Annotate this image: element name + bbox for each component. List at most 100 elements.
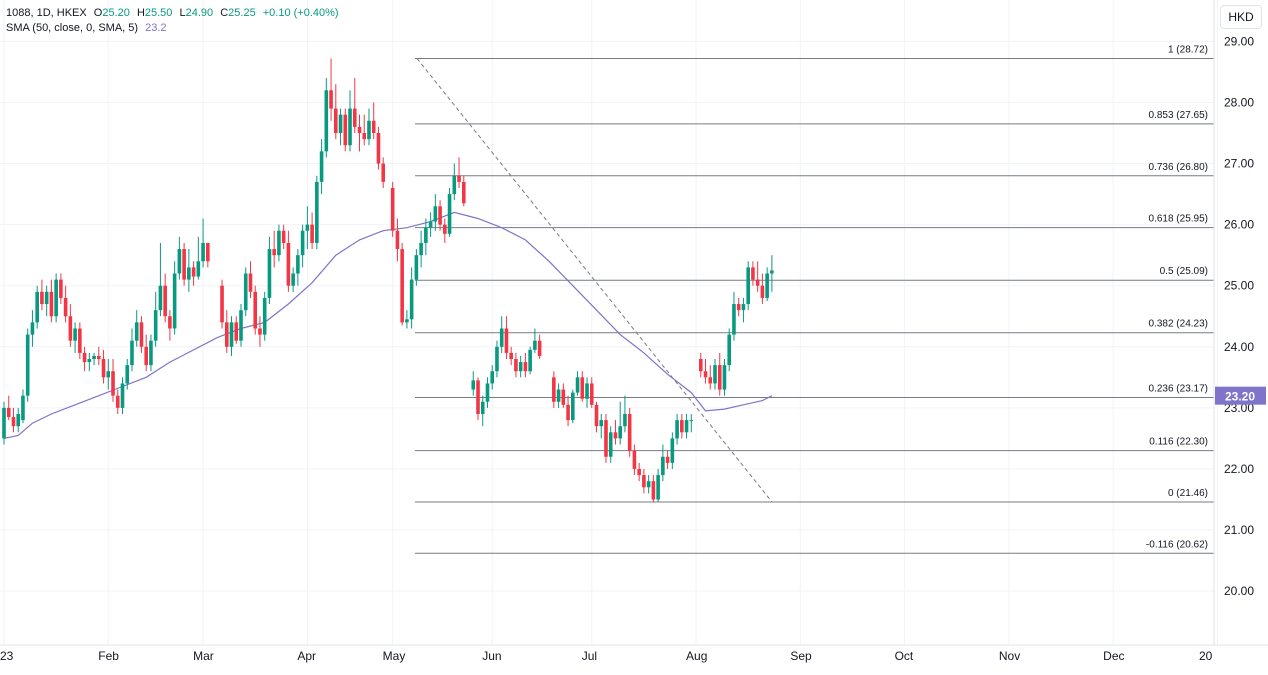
candle-body-up <box>2 407 6 439</box>
candle-body-down <box>334 108 338 134</box>
candle-body-up <box>243 273 248 311</box>
fib-level-label: -0.116 (20.62) <box>1146 539 1208 550</box>
candle-body-up <box>125 365 130 384</box>
candle-body-down <box>11 417 16 427</box>
candle-body-up <box>656 475 660 500</box>
candle-body-up <box>414 255 419 280</box>
candle-body-down <box>509 352 513 360</box>
time-tick-label: Jul <box>582 649 597 663</box>
price-tick-label: 26.00 <box>1224 218 1254 232</box>
candle-body-down <box>206 242 210 262</box>
candle-body-up <box>575 377 580 393</box>
last-price-badge <box>1215 386 1266 405</box>
fib-level-label: 0.853 (27.65) <box>1149 110 1209 121</box>
candle-body-down <box>390 187 395 231</box>
candle-body-down <box>594 404 599 427</box>
last-price-badge-group: 23.20 <box>1215 386 1266 405</box>
candle-body-down <box>514 359 518 372</box>
candle-body-up <box>54 279 58 317</box>
fib-level-label: 0 (21.46) <box>1168 488 1208 499</box>
fib-level-label: 1 (28.72) <box>1168 44 1208 55</box>
candle-body-up <box>608 432 613 457</box>
candle-body-up <box>87 359 92 363</box>
candle-body-up <box>348 108 352 146</box>
time-tick-label: Dec <box>1103 649 1124 663</box>
open-value: 25.20 <box>102 7 130 19</box>
candle-body-up <box>409 279 414 320</box>
candle-body-up <box>267 249 272 298</box>
price-tick-label: 29.00 <box>1224 34 1254 48</box>
candle-body-up <box>291 273 295 286</box>
price-tick-label: 24.00 <box>1224 340 1254 354</box>
candle-body-up <box>661 456 665 476</box>
candle-body-down <box>561 389 566 405</box>
price-tick-label: 21.00 <box>1224 523 1254 537</box>
candle-body-down <box>281 230 286 243</box>
low-value: 24.90 <box>185 7 214 19</box>
candle-body-down <box>537 340 542 356</box>
candle-body-down <box>760 285 765 298</box>
candle-body-down <box>523 362 528 372</box>
candle-body-up <box>319 151 324 182</box>
time-tick-label: Aug <box>686 649 707 663</box>
candle-body-up <box>73 328 77 341</box>
candle-body-down <box>78 328 82 353</box>
candle-body-up <box>120 383 125 408</box>
candle-body-down <box>381 163 385 182</box>
candle-body-down <box>457 175 461 182</box>
candle-body-up <box>499 328 504 347</box>
sma-label[interactable]: SMA (50, close, 0, SMA, 5) <box>6 22 139 34</box>
grid <box>0 0 1218 645</box>
candle-body-up <box>315 181 319 243</box>
candle-body-down <box>68 316 73 341</box>
candle-body-down <box>168 316 172 329</box>
candle-body-up <box>44 291 49 305</box>
candle-body-up <box>201 242 205 262</box>
candle-body-down <box>234 322 239 341</box>
time-axis: 23 Feb Mar Apr May Jun Jul Aug Sep Oct Nov Dec 20 <box>0 649 1213 663</box>
candle-body-down <box>111 371 115 396</box>
candle-body-up <box>727 334 732 366</box>
candle-body-up <box>196 261 201 277</box>
candle-body-down <box>698 359 703 372</box>
candle-body-down <box>6 407 11 418</box>
candle-body-down <box>352 108 357 127</box>
candle-body-down <box>101 359 106 378</box>
candle-body-up <box>485 383 490 402</box>
candle-body-up <box>153 310 158 341</box>
candle-body-up <box>130 340 134 366</box>
time-tick-label: Apr <box>297 649 316 663</box>
price-tick-label: 28.00 <box>1224 95 1254 109</box>
currency-button[interactable]: HKD <box>1220 5 1262 29</box>
last-price-value: 23.20 <box>1225 390 1255 404</box>
candle-body-down <box>637 468 641 476</box>
price-tick-label: 20.00 <box>1224 584 1254 598</box>
candle-body-down <box>651 481 656 500</box>
candle-body-up <box>765 273 769 298</box>
candle-body-up <box>447 194 452 234</box>
candle-body-down <box>63 297 68 317</box>
candle-body-up <box>518 362 523 372</box>
candle-body-down <box>400 249 404 323</box>
candle-body-down <box>589 383 594 405</box>
candle-body-up <box>452 175 457 195</box>
candle-body-up <box>324 90 329 152</box>
candle-body-up <box>533 340 537 350</box>
candle-body-down <box>627 413 632 451</box>
symbol-info[interactable]: 1088, 1D, HKEX <box>6 7 87 19</box>
candle-body-down <box>144 346 148 366</box>
candle-body-down <box>755 279 760 286</box>
candle-body-up <box>599 420 604 427</box>
candle-body-down <box>376 133 381 164</box>
sma-legend-row[interactable]: SMA (50, close, 0, SMA, 5) 23.2 <box>6 21 339 36</box>
candle-body-up <box>149 340 153 366</box>
candle-body-down <box>59 279 63 298</box>
candle-body-down <box>708 377 713 384</box>
candle-body-down <box>665 456 670 463</box>
ohlc-legend-row: 1088, 1D, HKEX O25.20 H25.50 L24.90 C25.… <box>6 6 339 21</box>
open-label: O <box>93 7 103 19</box>
candle-body-down <box>632 450 637 469</box>
candle-body-down <box>580 377 585 399</box>
